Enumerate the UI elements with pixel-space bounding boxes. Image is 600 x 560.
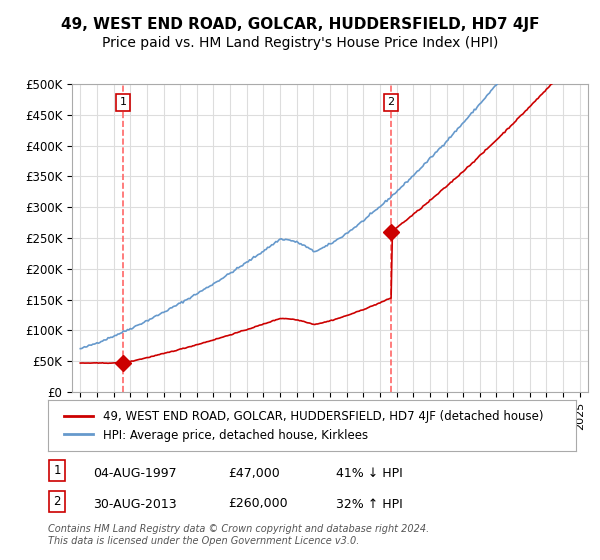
Text: 41% ↓ HPI: 41% ↓ HPI [336,466,403,480]
Text: 30-AUG-2013: 30-AUG-2013 [93,497,176,511]
Text: 2: 2 [53,494,61,508]
Text: 04-AUG-1997: 04-AUG-1997 [93,466,176,480]
Text: £260,000: £260,000 [228,497,287,511]
Text: 2: 2 [388,97,395,108]
Text: 49, WEST END ROAD, GOLCAR, HUDDERSFIELD, HD7 4JF: 49, WEST END ROAD, GOLCAR, HUDDERSFIELD,… [61,17,539,32]
Text: 32% ↑ HPI: 32% ↑ HPI [336,497,403,511]
Text: Price paid vs. HM Land Registry's House Price Index (HPI): Price paid vs. HM Land Registry's House … [102,36,498,50]
Text: Contains HM Land Registry data © Crown copyright and database right 2024.
This d: Contains HM Land Registry data © Crown c… [48,524,429,546]
Text: 1: 1 [120,97,127,108]
Text: 1: 1 [53,464,61,477]
Legend: 49, WEST END ROAD, GOLCAR, HUDDERSFIELD, HD7 4JF (detached house), HPI: Average : 49, WEST END ROAD, GOLCAR, HUDDERSFIELD,… [59,405,548,446]
Text: £47,000: £47,000 [228,466,280,480]
